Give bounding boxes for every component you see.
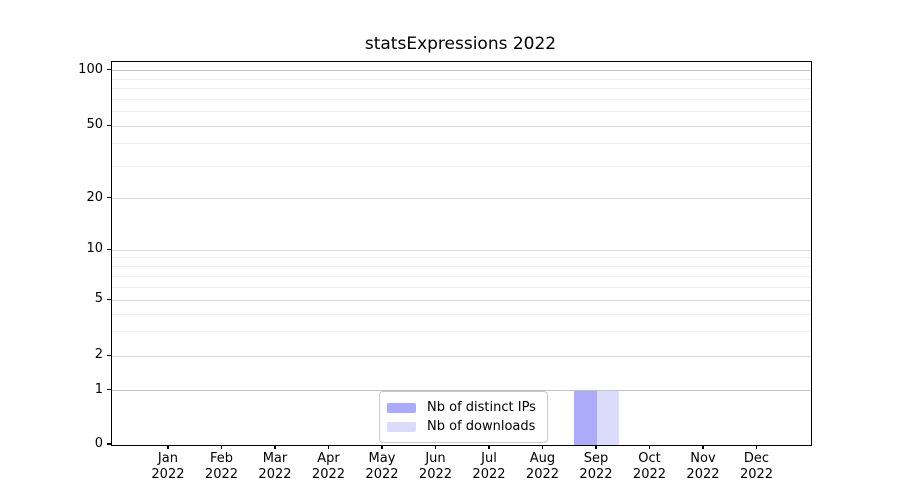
legend: Nb of distinct IPs Nb of downloads bbox=[379, 391, 548, 443]
gridline-y-6 bbox=[112, 286, 811, 288]
y-tick-label-100: 100 bbox=[78, 61, 103, 77]
x-tick-label-apr: Apr 2022 bbox=[311, 451, 346, 482]
gridline-y-90 bbox=[112, 78, 811, 80]
x-tick-label-nov: Nov 2022 bbox=[686, 451, 720, 482]
y-tick-mark-100 bbox=[106, 68, 111, 71]
gridline-y-30 bbox=[112, 166, 811, 168]
legend-label-downloads: Nb of downloads bbox=[427, 419, 536, 434]
y-tick-mark-1 bbox=[106, 389, 111, 391]
y-tick-label-10: 10 bbox=[86, 241, 103, 257]
gridline-y-40 bbox=[112, 143, 811, 145]
x-tick-label-mar: Mar 2022 bbox=[258, 451, 292, 482]
chart-title: statsExpressions 2022 bbox=[364, 34, 557, 54]
gridline-y-50 bbox=[112, 125, 811, 127]
gridline-y-10 bbox=[112, 249, 811, 251]
x-tick-label-jul: Jul 2022 bbox=[472, 451, 506, 482]
bar-nb-of-downloads-sep bbox=[596, 390, 620, 445]
plot-area: Nb of distinct IPs Nb of downloads bbox=[111, 61, 812, 446]
y-tick-label-5: 5 bbox=[94, 291, 103, 307]
x-tick-label-dec: Dec 2022 bbox=[739, 451, 774, 482]
y-tick-mark-2 bbox=[106, 354, 111, 356]
gridline-y-3 bbox=[112, 331, 811, 333]
y-tick-label-20: 20 bbox=[86, 189, 103, 205]
x-tick-label-feb: Feb 2022 bbox=[204, 451, 239, 482]
gridline-y-20 bbox=[112, 198, 811, 200]
gridline-y-70 bbox=[112, 98, 811, 100]
gridline-y-7 bbox=[112, 275, 811, 277]
bar-nb-of-distinct-ips-sep bbox=[574, 390, 597, 445]
legend-swatch-downloads bbox=[387, 421, 416, 432]
x-tick-label-jan: Jan 2022 bbox=[151, 451, 185, 482]
y-tick-label-50: 50 bbox=[86, 117, 103, 133]
gridline-y-80 bbox=[112, 88, 811, 89]
y-tick-label-2: 2 bbox=[94, 347, 103, 363]
y-tick-mark-0 bbox=[106, 443, 111, 445]
gridline-y-100 bbox=[112, 70, 811, 72]
grid-layer bbox=[112, 62, 811, 445]
legend-label-distinct-ips: Nb of distinct IPs bbox=[427, 400, 536, 415]
gridline-y-1 bbox=[112, 390, 811, 392]
gridline-y-9 bbox=[112, 257, 811, 259]
gridline-y-60 bbox=[112, 111, 811, 113]
legend-item-distinct-ips: Nb of distinct IPs bbox=[387, 398, 539, 417]
gridline-y-4 bbox=[112, 313, 811, 315]
gridline-y-8 bbox=[112, 265, 811, 267]
x-tick-label-jun: Jun 2022 bbox=[418, 451, 453, 482]
legend-swatch-distinct-ips bbox=[387, 402, 416, 413]
legend-item-downloads: Nb of downloads bbox=[387, 417, 539, 436]
x-tick-label-oct: Oct 2022 bbox=[632, 451, 667, 482]
y-tick-mark-5 bbox=[106, 298, 111, 300]
gridline-y-5 bbox=[112, 299, 811, 301]
bars-layer bbox=[112, 62, 811, 445]
y-tick-mark-10 bbox=[106, 248, 111, 250]
y-tick-mark-20 bbox=[106, 196, 111, 199]
x-tick-label-aug: Aug 2022 bbox=[525, 451, 560, 482]
y-tick-label-0: 0 bbox=[94, 436, 103, 451]
y-tick-label-1: 1 bbox=[94, 381, 103, 397]
x-tick-label-sep: Sep 2022 bbox=[579, 451, 613, 482]
gridline-y-2 bbox=[112, 355, 811, 357]
x-tick-label-may: May 2022 bbox=[365, 451, 399, 482]
y-tick-mark-50 bbox=[106, 124, 111, 126]
